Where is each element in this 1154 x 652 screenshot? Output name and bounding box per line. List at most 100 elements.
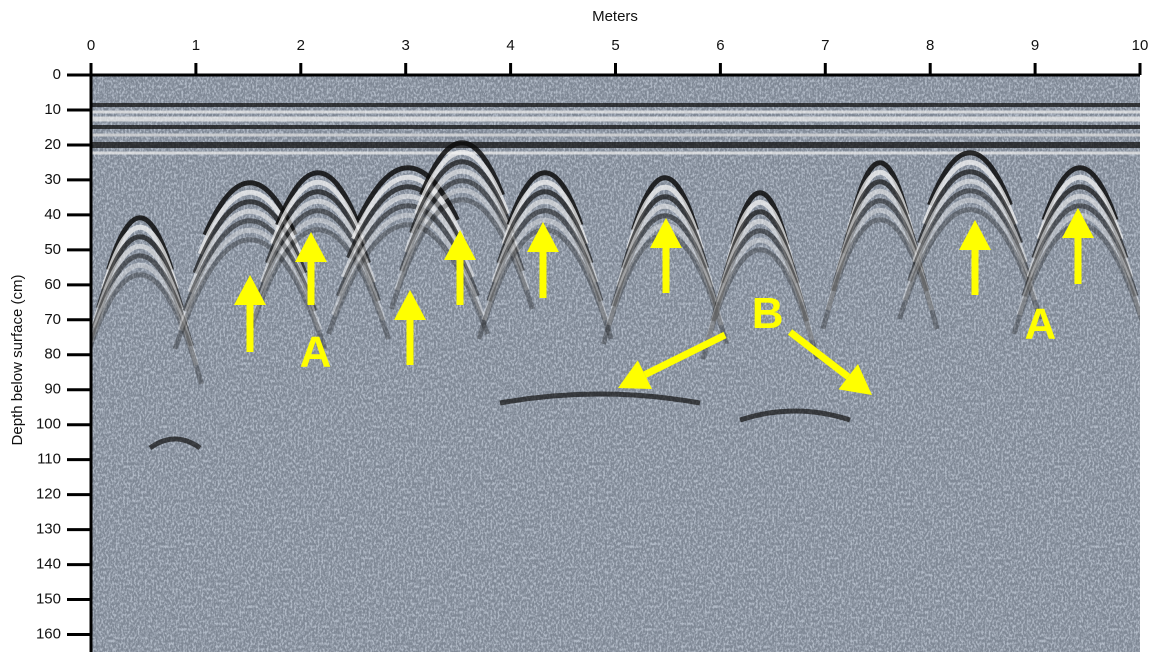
hyperbola [419,140,505,196]
x-tick-label: 0 [87,37,95,54]
arrow-head [234,275,266,305]
y-tick-label: 50 [44,241,61,258]
arrow-head [444,230,476,260]
x-tick-label: 4 [506,37,514,54]
hyperbola [172,237,328,350]
hyperbola [192,199,308,274]
hyperbola [1036,175,1124,240]
reflection [739,408,851,423]
hyperbola [501,180,589,245]
hyperbola [700,247,820,360]
hyperbola [177,228,323,331]
hyperbola [414,150,510,215]
hyperbola [356,165,460,222]
reflection [499,391,701,406]
hyperbola [506,170,584,226]
y-tick-label: 10 [44,101,61,118]
hyperbola [1021,203,1139,297]
hyperbola [616,203,714,288]
hyperbola [389,197,535,310]
hyperbola [922,160,1018,225]
hyperbola [275,170,361,226]
arrow-head [838,364,872,395]
y-tick-label: 40 [44,206,61,223]
annotation: B [752,289,784,338]
y-tick-label: 80 [44,346,61,363]
x-tick-label: 8 [926,37,934,54]
y-tick-label: 110 [37,451,61,468]
hyperbola [897,207,1043,320]
y-tick-label: 100 [36,416,61,433]
hyperbola [91,253,194,347]
y-tick-label: 30 [44,171,61,188]
hyperbola [927,150,1013,206]
hyperbola [496,189,594,264]
hyperbola [394,187,530,291]
y-tick-label: 150 [36,591,61,608]
hyperbola [409,159,515,234]
x-tick-label: 6 [716,37,724,54]
hyperbola [91,272,204,385]
hyperbola [486,208,604,302]
x-tick-label: 5 [611,37,619,54]
y-tick-label: 160 [36,625,61,642]
hyperbola [481,217,609,321]
hyperbola [710,228,810,322]
hyperbola [835,188,925,273]
x-axis-label: Meters [592,8,638,25]
hyperbola [182,218,318,312]
x-tick-label: 3 [402,37,410,54]
hyperbola [1026,194,1134,278]
hyperbola [404,169,520,253]
hyperbola [1041,165,1119,221]
hyperbola [250,217,386,321]
y-tick-label: 90 [44,381,61,398]
radargram-image [91,75,1140,652]
y-tick-label: 70 [44,311,61,328]
x-tick-label: 2 [297,37,305,54]
y-tick-label: 120 [36,486,61,503]
y-tick-label: 0 [53,66,61,83]
arrow-shaft [787,329,851,380]
hyperbola [825,207,935,311]
x-tick-label: 10 [1132,37,1149,54]
hyperbola [705,237,815,341]
annotation-arrows [234,208,1094,395]
hyperbola [912,179,1028,263]
y-tick-label: 20 [44,136,61,153]
y-tick-label: 130 [36,521,61,538]
hyperbola [1031,184,1129,259]
hyperbola [245,227,391,340]
hyperbola [91,243,189,328]
hyperbola [820,217,940,330]
hyperbola [187,209,313,293]
x-tick-label: 1 [192,37,200,54]
y-axis-label: Depth below surface (cm) [9,275,26,446]
annotation: A [1024,299,1056,348]
hyperbola [270,180,366,245]
annotation: A [300,327,332,376]
arrow-shaft [643,331,727,378]
hyperbola [351,175,465,241]
arrow-head [394,290,426,320]
arrow-head [959,220,991,250]
hyperbola [611,213,719,307]
y-tick-label: 60 [44,276,61,293]
x-tick-label: 7 [821,37,829,54]
x-tick-label: 9 [1031,37,1039,54]
y-tick-label: 140 [36,556,61,573]
arrow-head [1062,208,1094,238]
hyperbola [326,222,490,335]
arrow-head [618,360,652,390]
hyperbola [491,199,599,283]
hyperbola [91,262,199,366]
hyperbola [346,184,470,259]
radargram-noise [91,75,1140,652]
radargram-reflections [91,103,1140,451]
hyperbola [907,188,1033,282]
hyperbola [715,218,805,303]
hyperbola [255,208,381,302]
arrow-head [527,222,559,252]
